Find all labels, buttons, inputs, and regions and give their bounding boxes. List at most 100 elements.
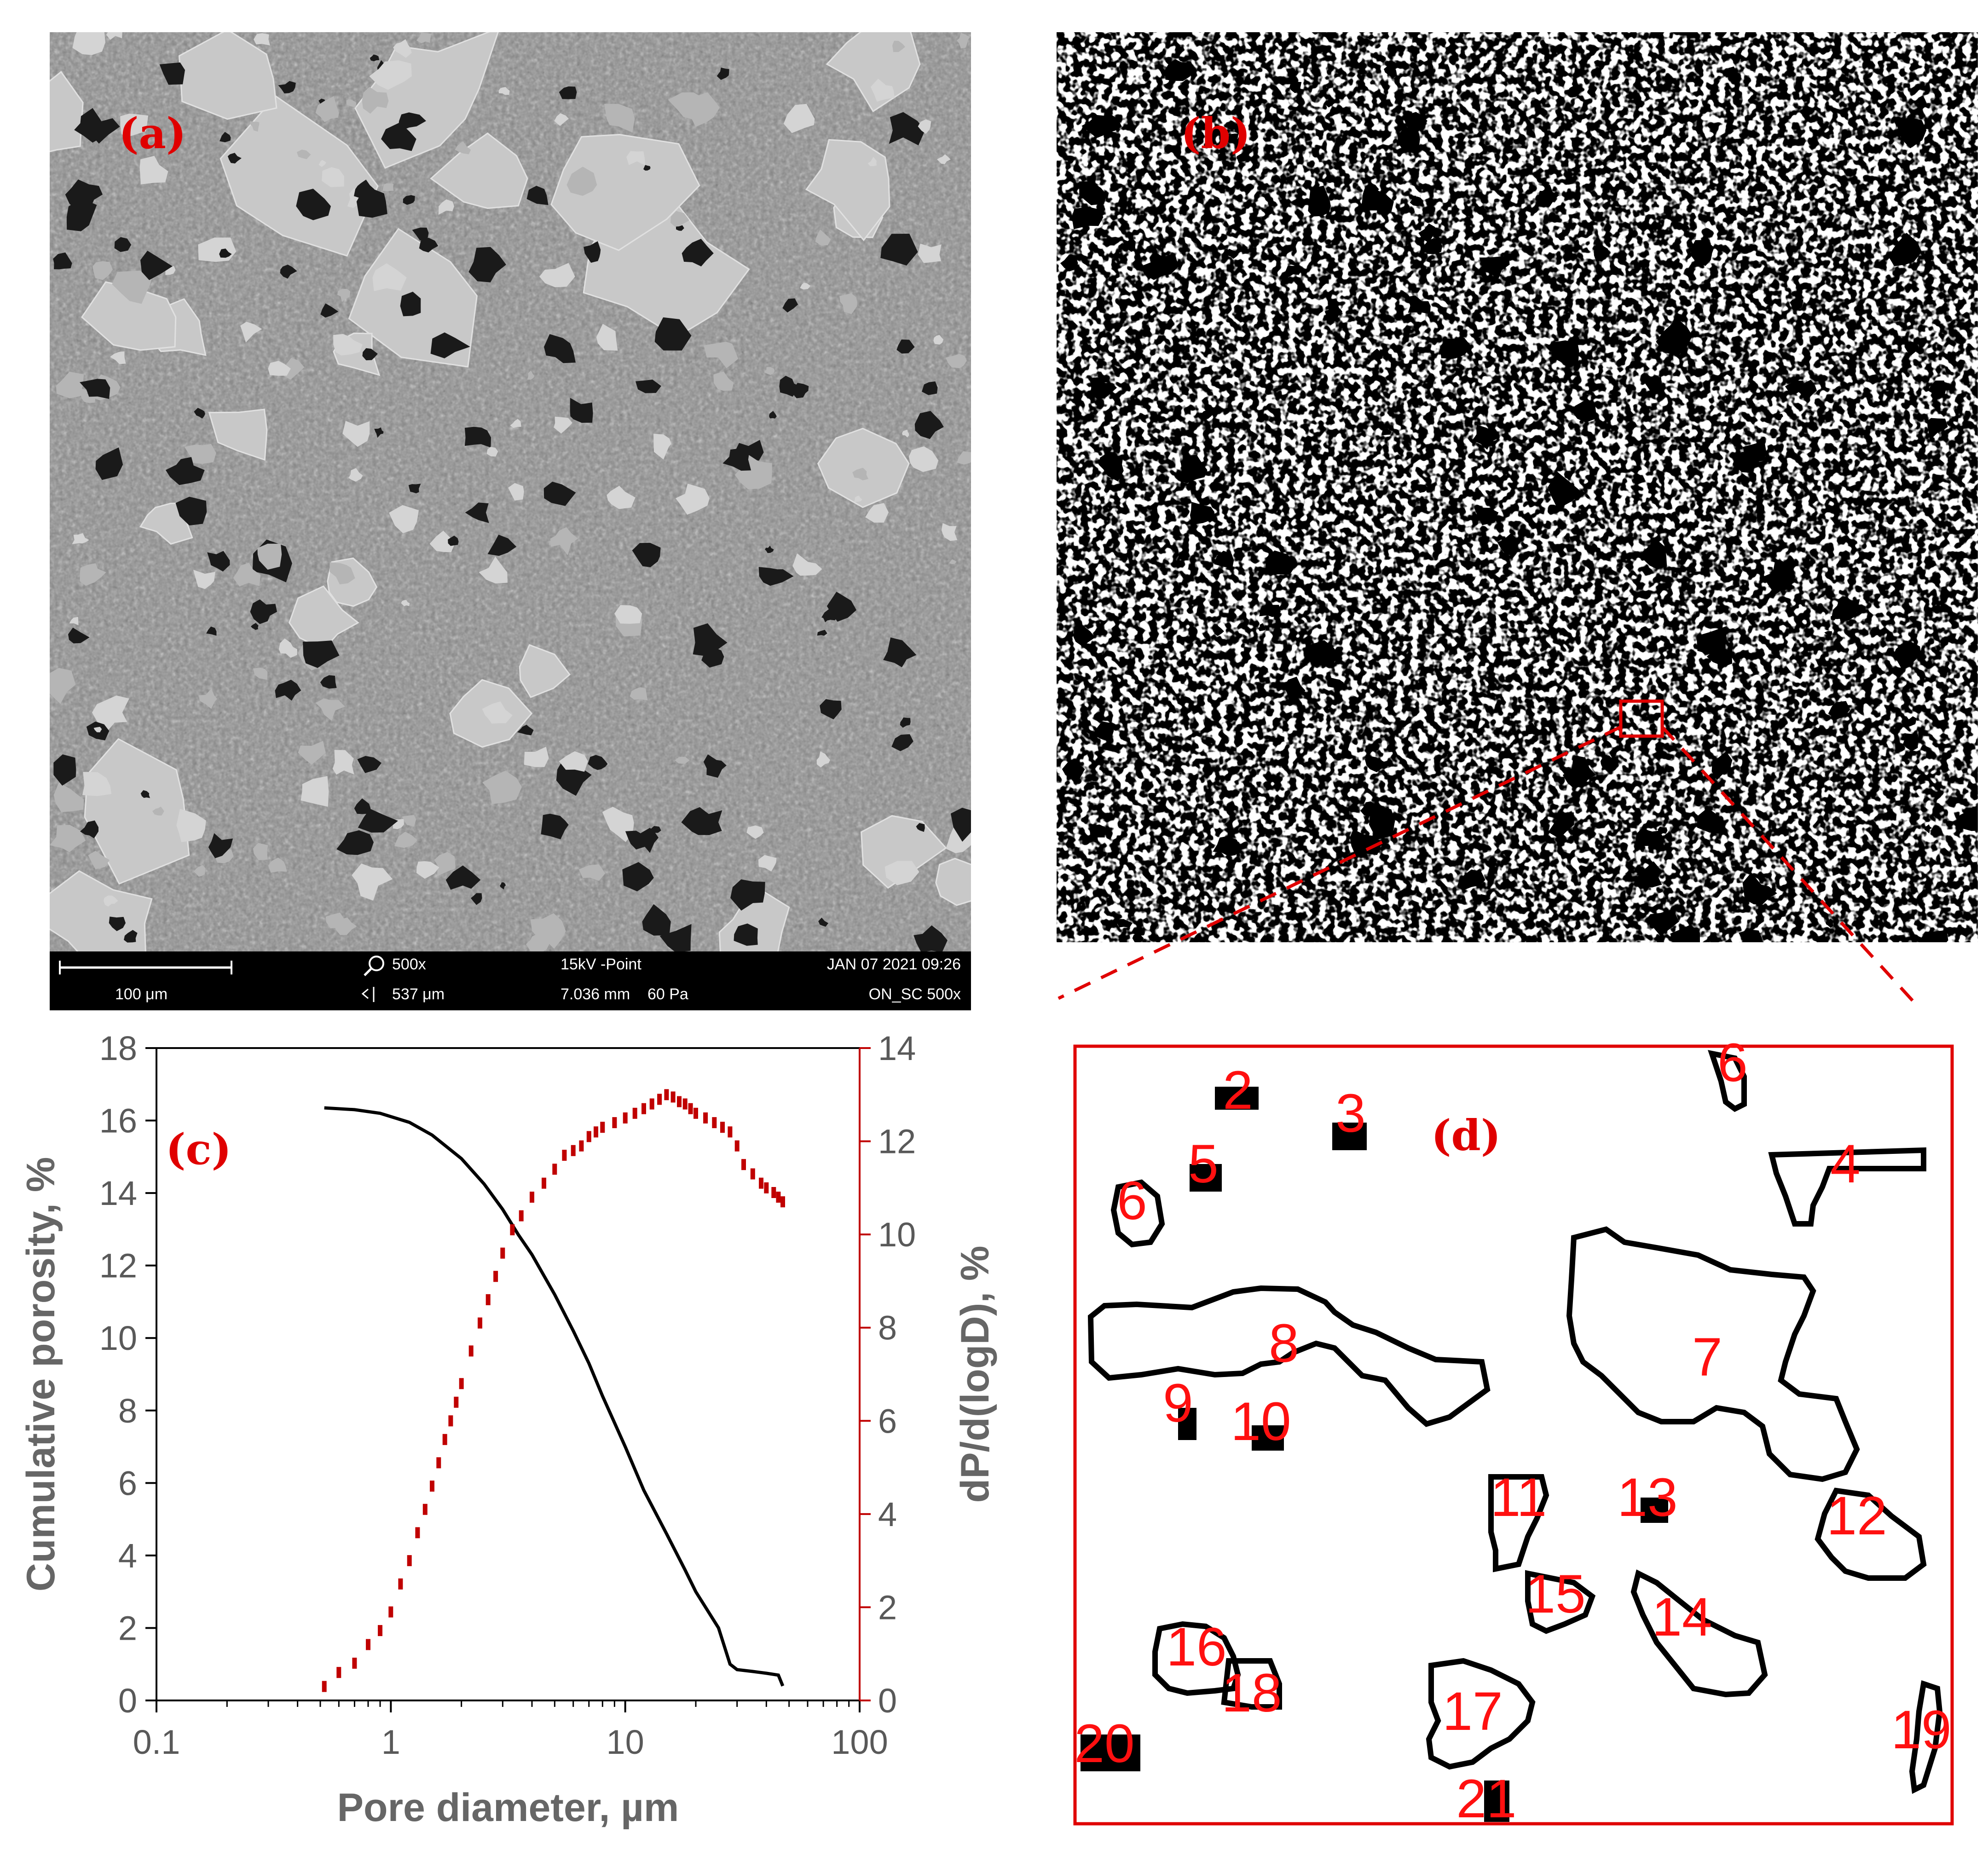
binary-pore [1896, 117, 1927, 149]
sem-pore [362, 348, 378, 361]
sem-grain [389, 505, 419, 533]
sem-pore [408, 484, 421, 494]
sem-grain [764, 367, 775, 375]
differential-point [703, 1112, 708, 1124]
zoom-connector-left [1058, 725, 1622, 1000]
sem-pore [370, 54, 380, 62]
sem-pore [722, 448, 751, 471]
sem-grain [670, 211, 689, 228]
differential-point [485, 1294, 491, 1305]
sem-aggregate [81, 281, 177, 351]
binary-pore [1440, 337, 1472, 359]
sem-grain [254, 33, 270, 46]
sem-grain [80, 563, 106, 586]
sem-grain [93, 726, 102, 732]
sem-grain [554, 416, 572, 434]
sem-grain [72, 388, 88, 396]
sem-aggregate [817, 427, 910, 508]
sem-grain [253, 843, 268, 860]
binary-pore [1074, 625, 1095, 647]
binary-pore [1924, 824, 1932, 834]
differential-point [670, 1091, 676, 1103]
binary-pore [1828, 701, 1850, 720]
y2-tick-label: 8 [878, 1309, 897, 1347]
sem-grain [607, 485, 636, 509]
differential-point [459, 1378, 464, 1389]
pore-number: 18 [1221, 1663, 1282, 1723]
sem-pore [651, 826, 661, 833]
binary-pore [1324, 303, 1343, 319]
sem-pore [826, 592, 856, 622]
pore-number: 12 [1826, 1486, 1887, 1546]
differential-point [448, 1415, 453, 1427]
y-axis-title: Cumulative porosity, % [19, 1157, 63, 1592]
x-tick-label: 0.1 [133, 1723, 180, 1761]
sem-pore [544, 334, 576, 363]
pore-number: 6 [1117, 1170, 1147, 1231]
differential-point [600, 1122, 605, 1133]
sem-grain [792, 553, 822, 576]
sem-grain [53, 782, 84, 812]
sem-grain [342, 421, 370, 447]
sem-grain [253, 668, 268, 680]
sem-pore [880, 234, 918, 266]
sem-grain [362, 86, 389, 114]
binary-pore [1907, 716, 1917, 727]
pore-number: 19 [1891, 1700, 1951, 1760]
binary-pore [1141, 251, 1179, 280]
sem-pore [693, 623, 728, 657]
sem-aggregate [935, 858, 971, 906]
sem-pore [358, 808, 398, 833]
sem-pore [275, 680, 301, 701]
differential-point [415, 1527, 420, 1539]
sem-grain [394, 831, 417, 848]
differential-point [436, 1457, 441, 1469]
sem-grain [401, 600, 410, 606]
binary-pore [1903, 733, 1918, 751]
binary-pore [1283, 676, 1306, 701]
sem-grain [110, 351, 126, 364]
sem-pore [588, 755, 608, 770]
binary-pore [1258, 623, 1266, 631]
sem-pore [922, 381, 938, 395]
differential-point [632, 1107, 637, 1119]
x-axis-title: Pore diameter, µm [337, 1786, 679, 1830]
sem-pore [717, 67, 729, 80]
pore-number: 5 [1188, 1134, 1219, 1194]
y2-tick-label: 10 [878, 1216, 916, 1254]
sem-pore [659, 924, 692, 951]
binary-pore [1363, 184, 1379, 197]
sem-grain [746, 825, 764, 839]
differential-point [366, 1639, 370, 1650]
sem-pore [336, 830, 374, 855]
sem-grain [884, 861, 919, 886]
sem-aggregate [220, 95, 379, 257]
sem-grain [908, 446, 939, 472]
chart-series [322, 1089, 785, 1692]
y2-tick-label: 4 [878, 1495, 897, 1533]
sem-pore [87, 118, 120, 144]
binary-pore [1893, 642, 1921, 669]
binary-pore [1506, 883, 1512, 888]
sem-grain [438, 199, 454, 215]
magnification-value: 500x [392, 956, 426, 973]
sem-grain [918, 119, 931, 134]
binary-pore [1646, 909, 1679, 936]
sem-pore [636, 380, 661, 393]
sem-grain [839, 293, 857, 314]
sem-grain [333, 917, 357, 935]
differential-point [454, 1396, 459, 1408]
sem-pore [730, 879, 765, 911]
sem-pore [734, 923, 758, 946]
sem-pore [468, 247, 506, 282]
binary-pore [1734, 451, 1758, 473]
sem-pore [559, 86, 577, 99]
differential-point [510, 1224, 515, 1235]
binary-pore [1824, 631, 1832, 638]
sem-pore [701, 645, 724, 668]
binary-pore [1479, 255, 1510, 280]
binary-pore [1225, 248, 1238, 259]
differential-point [594, 1126, 598, 1138]
binary-pore [1306, 640, 1339, 666]
sem-grain [949, 559, 957, 565]
